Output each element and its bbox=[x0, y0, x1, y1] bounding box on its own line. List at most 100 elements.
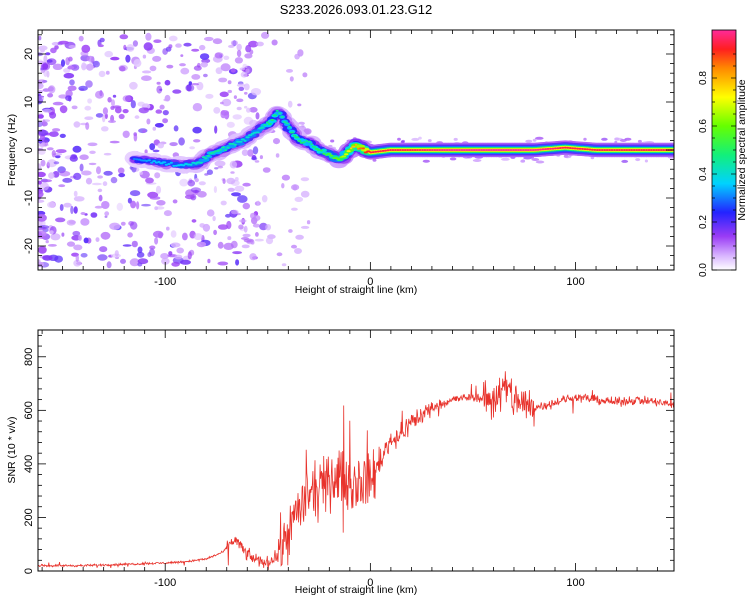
noise-blob bbox=[38, 246, 47, 254]
ridge-segment bbox=[655, 149, 658, 151]
snr-y-label: SNR (10 * v/v) bbox=[6, 416, 18, 483]
noise-blob bbox=[174, 254, 183, 260]
noise-blob bbox=[85, 80, 93, 88]
noise-blob bbox=[106, 261, 112, 269]
noise-blob bbox=[79, 154, 89, 160]
noise-blob bbox=[63, 72, 75, 79]
ridge-segment bbox=[551, 147, 555, 150]
noise-blob bbox=[146, 118, 151, 125]
noise-blob bbox=[213, 186, 217, 193]
noise-blob bbox=[112, 94, 117, 98]
ridge-segment bbox=[613, 149, 616, 151]
noise-blob bbox=[252, 146, 259, 155]
noise-blob bbox=[101, 126, 109, 132]
noise-blob bbox=[531, 158, 540, 161]
noise-blob bbox=[397, 137, 401, 141]
noise-blob bbox=[583, 137, 587, 141]
noise-blob bbox=[120, 258, 126, 264]
noise-blob bbox=[96, 166, 101, 175]
noise-blob bbox=[149, 196, 161, 200]
noise-blob bbox=[70, 205, 74, 215]
noise-blob bbox=[236, 49, 242, 58]
ridge-segment bbox=[623, 149, 626, 151]
noise-blob bbox=[166, 64, 174, 69]
ridge-segment bbox=[522, 149, 525, 151]
ridge-segment bbox=[186, 163, 191, 166]
noise-blob bbox=[205, 93, 214, 99]
ridge-segment bbox=[381, 149, 385, 152]
noise-blob bbox=[38, 199, 45, 203]
noise-blob bbox=[139, 171, 143, 175]
noise-blob bbox=[190, 187, 202, 193]
ridge-segment bbox=[219, 148, 223, 151]
noise-blob bbox=[120, 221, 126, 226]
noise-blob bbox=[251, 156, 258, 161]
y-tick-label: -10 bbox=[23, 190, 35, 206]
ridge-segment bbox=[349, 147, 353, 150]
noise-blob bbox=[265, 237, 274, 245]
noise-blob bbox=[472, 159, 482, 162]
noise-blob bbox=[453, 137, 458, 141]
ridge-segment bbox=[346, 150, 351, 153]
noise-blob bbox=[78, 234, 82, 241]
ridge-segment bbox=[267, 123, 272, 125]
noise-blob bbox=[286, 69, 293, 73]
ridge-segment bbox=[588, 148, 592, 151]
ridge-segment bbox=[189, 163, 193, 166]
noise-blob bbox=[225, 213, 231, 218]
noise-blob bbox=[212, 215, 216, 222]
ridge-segment bbox=[480, 149, 483, 151]
noise-blob bbox=[50, 47, 57, 54]
ridge-segment bbox=[231, 142, 235, 145]
noise-blob bbox=[149, 143, 156, 151]
noise-blob bbox=[160, 253, 169, 260]
noise-blob bbox=[46, 159, 57, 168]
noise-blob bbox=[48, 172, 55, 179]
noise-blob bbox=[86, 63, 94, 71]
noise-blob bbox=[372, 158, 377, 162]
noise-blob bbox=[61, 232, 65, 237]
noise-blob bbox=[255, 112, 260, 120]
ridge-segment bbox=[322, 152, 326, 155]
noise-blob bbox=[242, 202, 250, 210]
ridge-segment bbox=[647, 149, 651, 151]
noise-blob bbox=[102, 181, 108, 187]
ridge-segment bbox=[255, 131, 260, 134]
ridge-segment bbox=[435, 149, 439, 151]
ridge-segment bbox=[247, 134, 253, 137]
noise-blob bbox=[271, 39, 278, 46]
ridge-segment bbox=[182, 164, 186, 167]
noise-blob bbox=[50, 233, 61, 241]
snr-background bbox=[38, 330, 674, 571]
noise-blob bbox=[42, 108, 53, 113]
noise-blob bbox=[535, 160, 545, 164]
noise-blob bbox=[239, 67, 246, 71]
noise-blob bbox=[109, 222, 121, 230]
ridge-segment bbox=[206, 154, 210, 157]
noise-blob bbox=[198, 181, 206, 186]
noise-blob bbox=[227, 80, 232, 85]
noise-blob bbox=[185, 84, 195, 92]
noise-blob bbox=[173, 125, 179, 132]
noise-blob bbox=[254, 238, 264, 242]
ridge-segment bbox=[581, 147, 584, 150]
noise-blob bbox=[49, 111, 57, 119]
ridge-segment bbox=[326, 152, 332, 155]
noise-blob bbox=[501, 157, 510, 161]
ridge-segment bbox=[413, 149, 417, 151]
ridge-segment bbox=[311, 145, 317, 148]
ridge-segment bbox=[341, 155, 347, 158]
ridge-segment bbox=[534, 148, 538, 151]
noise-blob bbox=[302, 72, 308, 78]
noise-blob bbox=[230, 40, 238, 46]
ridge-segment bbox=[630, 149, 634, 151]
ridge-segment bbox=[389, 149, 392, 151]
noise-blob bbox=[196, 241, 207, 248]
noise-blob bbox=[130, 221, 138, 230]
colorbar-gradient bbox=[711, 29, 737, 271]
noise-blob bbox=[105, 70, 110, 75]
ridge-segment bbox=[316, 149, 322, 152]
noise-blob bbox=[217, 261, 229, 266]
noise-blob bbox=[178, 137, 185, 146]
